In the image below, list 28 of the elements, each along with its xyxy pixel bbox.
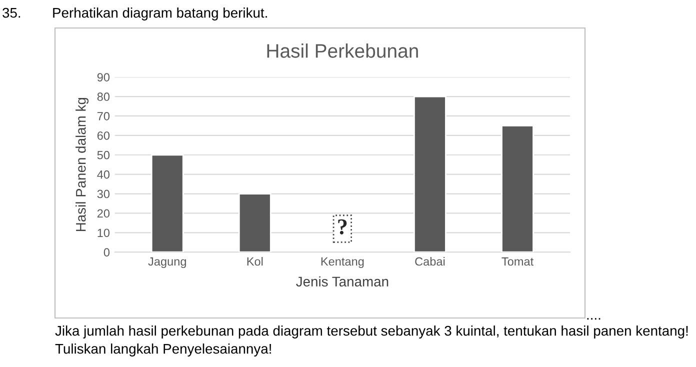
x-tick-label: Tomat (502, 257, 534, 266)
x-tick-label: Cabai (415, 256, 445, 266)
y-axis-title: Hasil Panen dalam kg (76, 98, 89, 232)
text: Tuliskan langkah Penyelesaiannya! (55, 344, 271, 356)
x-tick-label: Kol (247, 256, 263, 266)
y-tick-label: 10 (98, 228, 110, 238)
y-tick-label: 0 (104, 248, 110, 257)
y-tick-label: 80 (97, 92, 110, 101)
y-tick-label: 60 (97, 131, 110, 140)
x-tick-label: Jagung (148, 257, 186, 268)
text: .... (587, 318, 600, 320)
x-tick-label: Kentang (321, 257, 364, 268)
text: Jika jumlah hasil perkebunan pada diagram tersebut sebanyak 3 kuintal, tentukan hasil panen kentang! (55, 326, 688, 338)
x-axis-title: Jenis Tanaman (296, 276, 388, 287)
y-tick-label: 30 (97, 190, 110, 198)
y-tick-label: 20 (97, 209, 110, 218)
bar (150, 154, 184, 252)
y-tick-label: 70 (97, 112, 110, 120)
text: 35. (2, 8, 20, 18)
chart-title: Hasil Perkebunan (267, 44, 418, 58)
bar (238, 193, 272, 252)
bar (414, 96, 446, 252)
bar (501, 125, 534, 252)
y-tick-label: 90 (97, 73, 110, 82)
y-tick-label: 40 (97, 170, 110, 179)
annotation: ? (338, 219, 347, 234)
text: Perhatikan diagram batang berikut. (53, 8, 267, 20)
y-tick-label: 50 (97, 150, 110, 160)
